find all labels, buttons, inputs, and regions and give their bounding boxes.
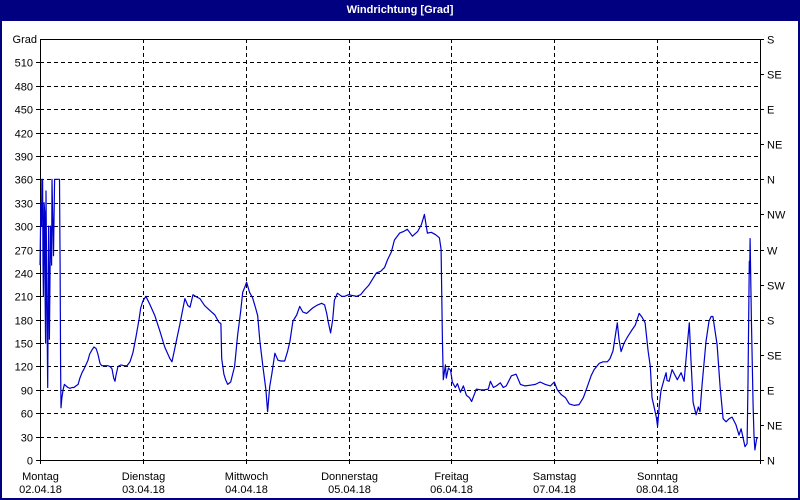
y-axis-right-tick-label: N [767, 175, 775, 187]
y-axis-left-tick-label: 180 [15, 316, 33, 328]
y-axis-right-tick-label: NE [767, 421, 782, 433]
x-axis-date-label: 04.04.18 [225, 484, 268, 496]
y-axis-left-tick-label: 450 [15, 105, 33, 117]
y-axis-left-tick-label: 330 [15, 199, 33, 211]
y-axis-left-tick-label: 60 [21, 409, 33, 421]
title-bar: Windrichtung [Grad] [0, 0, 800, 21]
y-axis-left-tick-label: 270 [15, 246, 33, 258]
x-axis-day-label: Sonntag [637, 471, 678, 483]
x-axis-day-label: Samstag [533, 471, 576, 483]
axes [36, 39, 764, 464]
x-axis-day-label: Dienstag [122, 471, 165, 483]
y-axis-right-tick-label: E [767, 386, 774, 398]
y-axis-left-tick-label: 90 [21, 386, 33, 398]
y-axis-left-tick-label: 0 [27, 456, 33, 468]
x-axis-day-label: Freitag [434, 471, 468, 483]
y-axis-left-tick-label: 480 [15, 82, 33, 94]
y-axis-left-tick-label: 420 [15, 129, 33, 141]
y-axis-unit-label: Grad [13, 34, 37, 46]
y-axis-left-tick-label: 210 [15, 292, 33, 304]
y-axis-left-tick-label: 30 [21, 433, 33, 445]
x-axis-date-label: 05.04.18 [328, 484, 371, 496]
y-axis-right-tick-label: E [767, 105, 774, 117]
y-axis-left-tick-label: 240 [15, 269, 33, 281]
x-axis-date-label: 08.04.18 [636, 484, 679, 496]
y-axis-right-tick-label: S [767, 316, 774, 328]
x-axis-date-label: 07.04.18 [533, 484, 576, 496]
x-axis-date-label: 06.04.18 [430, 484, 473, 496]
axis-labels: 0 30 60 90 120 150 180 210 240 270 300 330 360 390 420… [13, 34, 786, 496]
y-axis-right-tick-label: S [767, 35, 774, 47]
y-axis-left-tick-label: 150 [15, 339, 33, 351]
grid-lines [40, 39, 760, 460]
wind-direction-line [39, 178, 759, 451]
x-axis-day-label: Montag [22, 471, 59, 483]
x-axis-date-label: 02.04.18 [19, 484, 62, 496]
window-title: Windrichtung [Grad] [346, 4, 454, 16]
y-axis-right-tick-label: W [767, 246, 778, 258]
y-axis-right-tick-label: N [767, 456, 775, 468]
x-axis-day-label: Donnerstag [321, 471, 378, 483]
y-axis-left-tick-label: 300 [15, 222, 33, 234]
y-axis-left-tick-label: 510 [15, 58, 33, 70]
y-axis-right-tick-label: NW [767, 210, 786, 222]
y-axis-left-tick-label: 360 [15, 175, 33, 187]
x-axis-day-label: Mittwoch [225, 471, 268, 483]
y-axis-right-tick-label: NE [767, 140, 782, 152]
y-axis-left-tick-label: 390 [15, 152, 33, 164]
y-axis-right-tick-label: SE [767, 70, 782, 82]
y-axis-right-tick-label: SW [767, 281, 785, 293]
x-axis-date-label: 03.04.18 [122, 484, 165, 496]
y-axis-right-tick-label: SE [767, 351, 782, 363]
y-axis-left-tick-label: 120 [15, 362, 33, 374]
